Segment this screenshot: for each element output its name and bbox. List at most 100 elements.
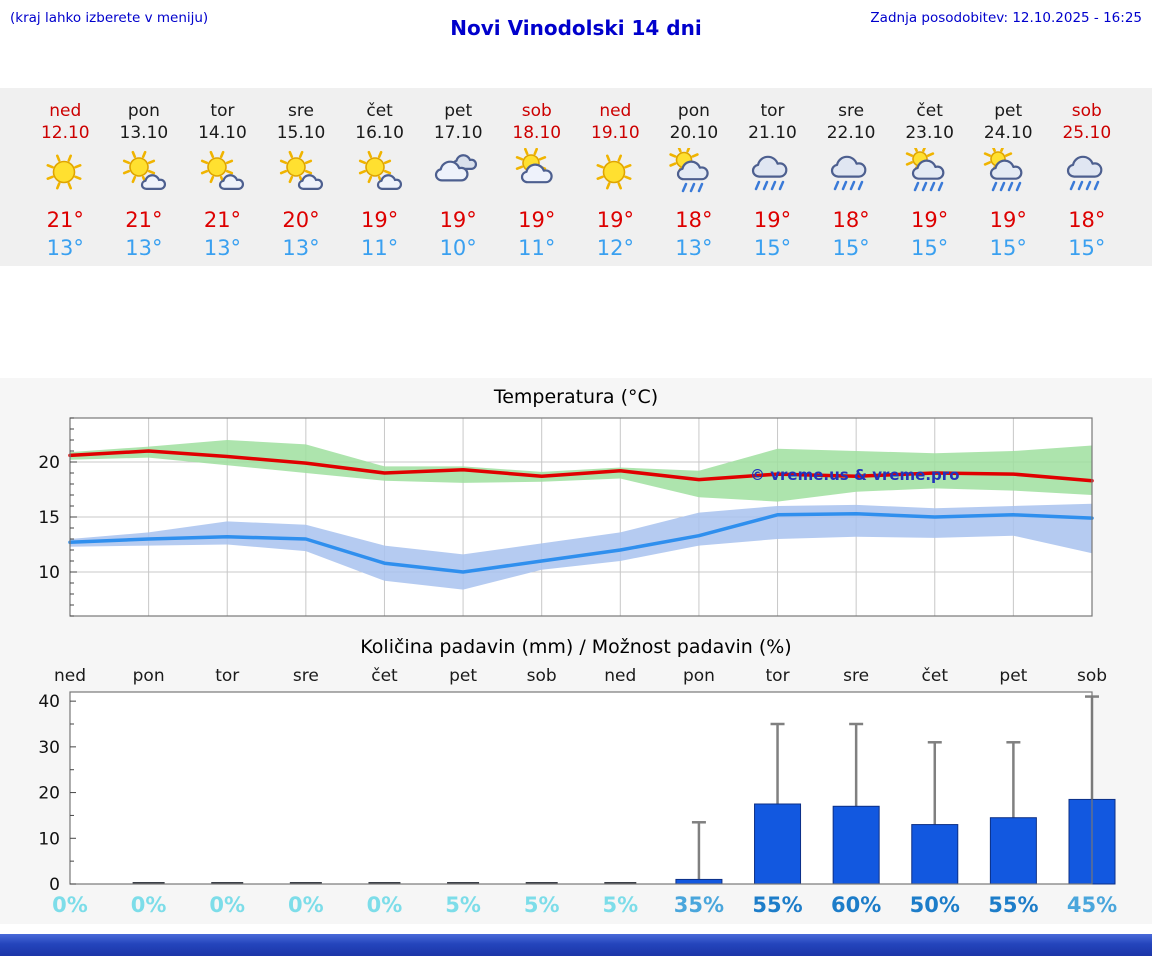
weather-icon-wrap xyxy=(105,144,184,202)
precip-bar xyxy=(675,878,723,885)
day-date: 22.10 xyxy=(826,123,876,143)
day-name: sob xyxy=(521,101,552,121)
temp-max: 19° xyxy=(596,208,634,232)
precip-day-label: ned xyxy=(604,666,636,686)
precip-day-label: pon xyxy=(683,666,715,686)
precip-probability-label: 35% xyxy=(674,893,724,917)
y-tick-label: 10 xyxy=(38,829,60,849)
y-tick-label: 20 xyxy=(38,453,60,473)
watermark: © vreme.us & vreme.pro xyxy=(750,466,960,484)
forecast-day-12-10[interactable]: ned 12.10 21° 13° xyxy=(26,100,105,260)
mostly-sunny-icon xyxy=(279,150,324,190)
y-tick-label: 20 xyxy=(38,784,60,804)
precip-probability-label: 0% xyxy=(209,893,245,917)
temp-max: 19° xyxy=(439,208,477,232)
precip-zero-mark xyxy=(604,882,637,884)
rain-icon xyxy=(752,155,788,191)
temp-min: 15° xyxy=(989,236,1027,260)
forecast-day-24-10[interactable]: pet 24.10 19° 15° xyxy=(969,100,1048,260)
forecast-day-19-10[interactable]: ned 19.10 19° 12° xyxy=(576,100,655,260)
day-date: 25.10 xyxy=(1062,123,1112,143)
temp-min: 15° xyxy=(1068,236,1106,260)
mostly-sunny-icon xyxy=(201,150,245,190)
day-date: 13.10 xyxy=(119,123,169,143)
weather-icon-wrap xyxy=(969,144,1048,202)
day-name: sob xyxy=(1071,101,1102,121)
temp-max: 19° xyxy=(360,208,399,232)
forecast-day-21-10[interactable]: tor 21.10 19° 15° xyxy=(733,100,812,260)
y-tick-label: 15 xyxy=(38,508,60,528)
forecast-day-16-10[interactable]: čet 16.10 19° 11° xyxy=(340,100,419,260)
day-name: sre xyxy=(838,101,865,121)
sun-rain-icon xyxy=(905,144,945,192)
day-name: čet xyxy=(366,101,393,121)
precip-day-label: sre xyxy=(293,666,319,686)
precip-zero-mark xyxy=(525,882,558,884)
forecast-day-17-10[interactable]: pet 17.10 19° 10° xyxy=(419,100,498,260)
temperature-chart: 10 15 20 © vreme.us & vreme.pro xyxy=(38,417,1094,617)
page-title: Novi Vinodolski 14 dni xyxy=(450,16,702,40)
precip-day-label: sob xyxy=(527,666,557,686)
temp-min: 11° xyxy=(360,236,399,260)
temp-min: 13° xyxy=(675,236,713,260)
precip-zero-mark xyxy=(368,882,401,884)
day-date: 18.10 xyxy=(512,123,562,143)
precip-probability-label: 50% xyxy=(910,893,960,917)
precip-day-label: čet xyxy=(922,666,949,686)
precip-probability-label: 5% xyxy=(524,893,560,917)
forecast-day-15-10[interactable]: sre 15.10 20° 13° xyxy=(262,100,341,260)
day-name: sre xyxy=(288,101,314,121)
weather-icon-wrap xyxy=(497,144,576,202)
precip-bar xyxy=(832,805,880,885)
day-date: 19.10 xyxy=(591,123,640,143)
y-tick-label: 10 xyxy=(38,563,60,583)
temp-min: 12° xyxy=(596,236,634,260)
temp-min-band xyxy=(70,503,1092,590)
precip-day-label: ned xyxy=(54,666,86,686)
day-date: 24.10 xyxy=(983,123,1033,143)
precip-day-label: pet xyxy=(999,666,1027,686)
precip-bar xyxy=(989,817,1037,885)
y-tick-label: 40 xyxy=(38,692,60,712)
weather-icon-wrap xyxy=(812,144,891,202)
temp-min: 15° xyxy=(753,236,792,260)
weather-icon-wrap xyxy=(183,144,262,202)
temperature-chart-title: Temperatura (°C) xyxy=(493,386,659,408)
partly-cloudy-icon xyxy=(515,147,553,184)
temp-min: 11° xyxy=(518,236,556,260)
day-name: ned xyxy=(49,101,82,121)
precipitation-chart-title: Količina padavin (mm) / Možnost padavin … xyxy=(360,636,792,658)
temp-max: 21° xyxy=(203,208,242,232)
forecast-day-22-10[interactable]: sre 22.10 18° 15° xyxy=(812,100,891,260)
precip-day-label: pet xyxy=(449,666,477,686)
precip-plot-border xyxy=(69,691,1093,885)
precip-bar xyxy=(911,824,959,885)
temperature-chart-section: Temperatura (°C) 10 15 20 © vreme.us & vrem… xyxy=(0,378,1152,628)
weather-icon-wrap xyxy=(655,144,734,202)
day-name: pet xyxy=(994,101,1023,121)
sun-rain-icon xyxy=(984,144,1023,192)
temp-min-line xyxy=(68,511,1094,574)
precip-day-label: tor xyxy=(766,666,790,686)
day-name: čet xyxy=(916,101,943,121)
day-date: 16.10 xyxy=(355,123,404,143)
precip-day-label: pon xyxy=(133,666,165,686)
forecast-day-13-10[interactable]: pon 13.10 21° 13° xyxy=(105,100,184,260)
day-date: 17.10 xyxy=(433,123,483,143)
temp-min: 15° xyxy=(832,236,870,260)
forecast-day-20-10[interactable]: pon 20.10 18° 13° xyxy=(655,100,734,260)
day-name: pon xyxy=(677,101,710,121)
forecast-day-25-10[interactable]: sob 25.10 18° 15° xyxy=(1048,100,1127,260)
weather-icon-wrap xyxy=(733,144,812,202)
mostly-sunny-icon xyxy=(122,150,166,190)
y-tick-label: 0 xyxy=(49,875,60,895)
temp-min: 13° xyxy=(46,236,84,260)
forecast-day-23-10[interactable]: čet 23.10 19° 15° xyxy=(890,100,969,260)
forecast-day-14-10[interactable]: tor 14.10 21° 13° xyxy=(183,100,262,260)
sunny-icon xyxy=(596,154,632,190)
forecast-day-18-10[interactable]: sob 18.10 19° 11° xyxy=(497,100,576,260)
temp-max: 19° xyxy=(753,208,792,232)
temp-max: 18° xyxy=(1068,208,1106,232)
temp-min: 13° xyxy=(203,236,242,260)
day-date: 21.10 xyxy=(748,123,797,143)
